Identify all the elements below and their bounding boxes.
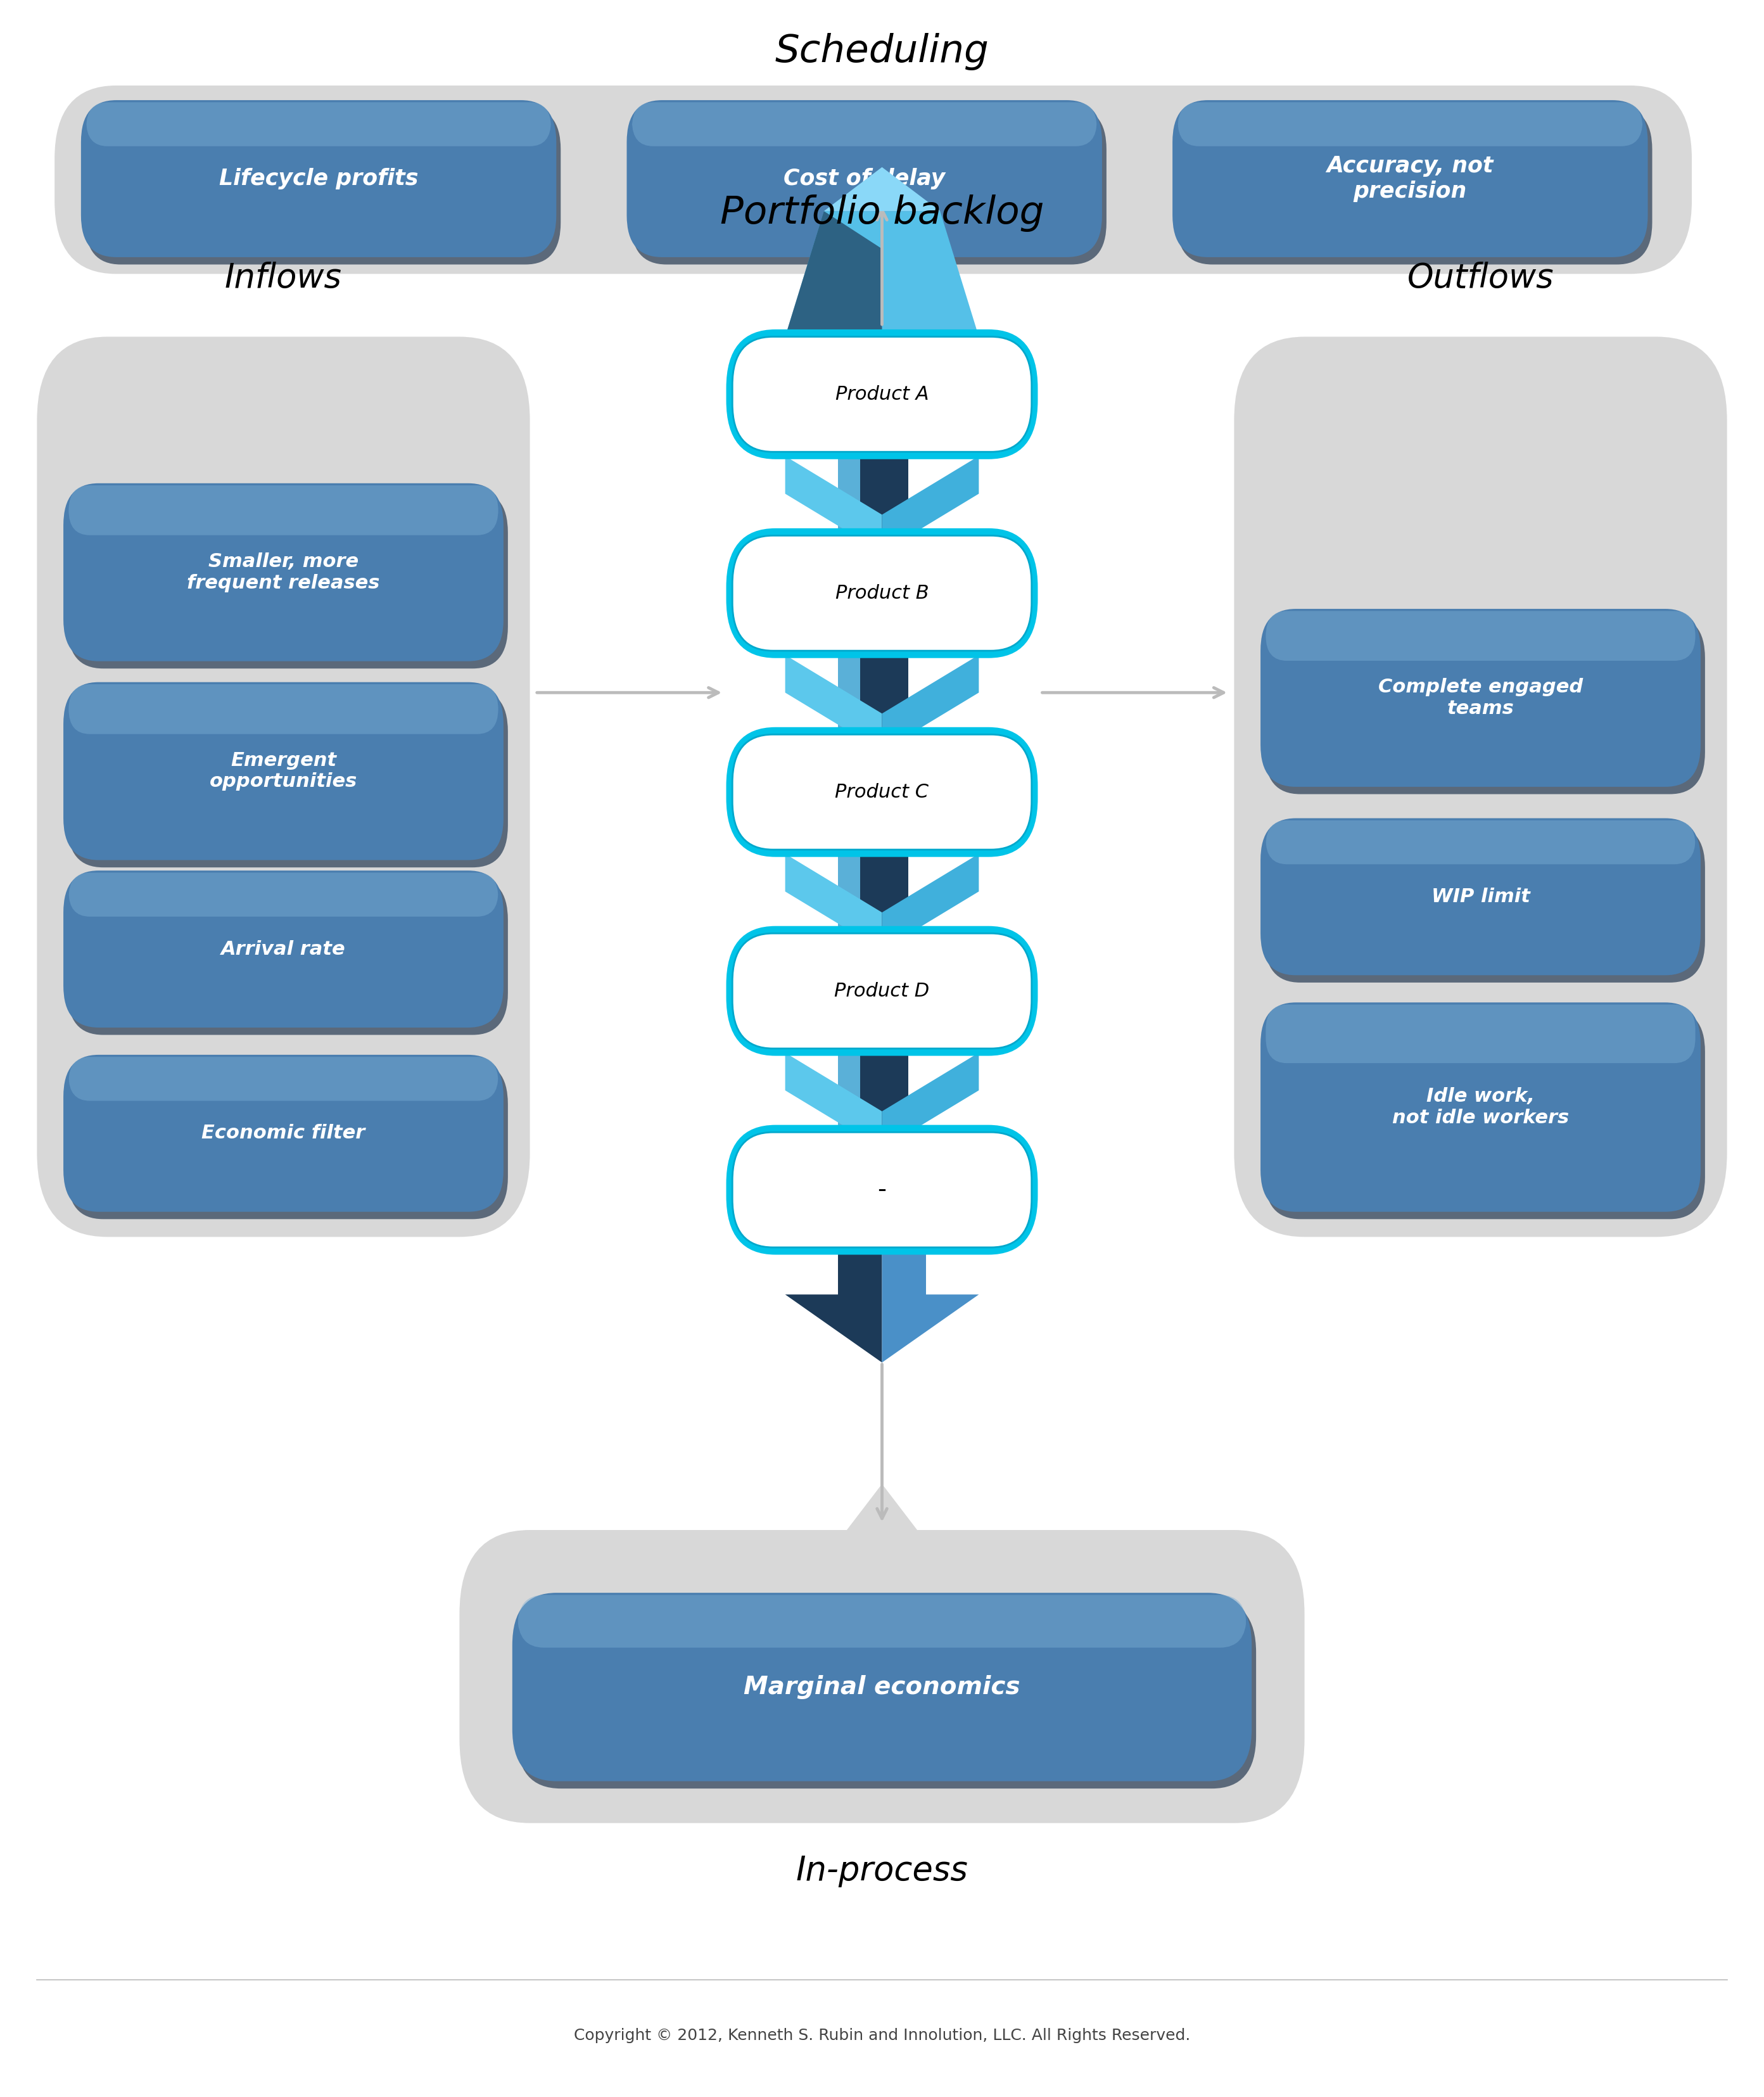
FancyBboxPatch shape — [632, 103, 1097, 147]
FancyBboxPatch shape — [81, 101, 556, 258]
FancyBboxPatch shape — [517, 1596, 1247, 1648]
Text: Product D: Product D — [834, 981, 930, 1000]
Polygon shape — [785, 212, 882, 338]
FancyBboxPatch shape — [55, 86, 1692, 275]
FancyBboxPatch shape — [64, 682, 503, 860]
Polygon shape — [882, 654, 979, 751]
Text: Idle work,
not idle workers: Idle work, not idle workers — [1392, 1086, 1568, 1126]
FancyBboxPatch shape — [727, 528, 1037, 658]
Polygon shape — [882, 455, 979, 552]
FancyBboxPatch shape — [69, 872, 497, 916]
FancyBboxPatch shape — [1261, 608, 1700, 786]
FancyBboxPatch shape — [67, 690, 508, 868]
Polygon shape — [785, 212, 979, 338]
FancyBboxPatch shape — [1267, 610, 1695, 661]
FancyBboxPatch shape — [856, 849, 908, 933]
FancyBboxPatch shape — [64, 870, 503, 1028]
Polygon shape — [785, 654, 882, 751]
Polygon shape — [785, 1053, 882, 1149]
Polygon shape — [882, 1248, 979, 1363]
FancyBboxPatch shape — [64, 482, 503, 661]
Text: Product B: Product B — [834, 583, 930, 602]
Text: Scheduling: Scheduling — [774, 34, 990, 71]
Polygon shape — [847, 1485, 917, 1531]
Polygon shape — [785, 1248, 882, 1363]
FancyBboxPatch shape — [1265, 826, 1706, 983]
FancyBboxPatch shape — [727, 728, 1037, 858]
FancyBboxPatch shape — [512, 1594, 1252, 1780]
Text: Arrival rate: Arrival rate — [220, 939, 346, 958]
Text: WIP limit: WIP limit — [1431, 887, 1529, 906]
Polygon shape — [882, 1053, 979, 1149]
Text: Cost of delay: Cost of delay — [783, 168, 946, 189]
Text: -: - — [877, 1179, 887, 1202]
FancyBboxPatch shape — [459, 1531, 1305, 1822]
FancyBboxPatch shape — [69, 1057, 497, 1101]
Text: Economic filter: Economic filter — [201, 1124, 365, 1143]
FancyBboxPatch shape — [732, 1132, 1032, 1248]
Text: Inflows: Inflows — [224, 262, 342, 296]
Text: Portfolio backlog: Portfolio backlog — [720, 195, 1044, 233]
FancyBboxPatch shape — [1267, 820, 1695, 864]
Text: Marginal economics: Marginal economics — [744, 1676, 1020, 1699]
FancyBboxPatch shape — [626, 101, 1102, 258]
FancyBboxPatch shape — [1267, 1004, 1695, 1063]
Text: Emergent
opportunities: Emergent opportunities — [210, 751, 358, 791]
FancyBboxPatch shape — [85, 107, 561, 264]
FancyBboxPatch shape — [1265, 617, 1706, 795]
Text: Product C: Product C — [834, 782, 930, 801]
FancyBboxPatch shape — [1265, 1011, 1706, 1218]
FancyBboxPatch shape — [856, 650, 908, 734]
FancyBboxPatch shape — [69, 484, 497, 535]
Polygon shape — [882, 853, 979, 950]
Text: In-process: In-process — [796, 1854, 968, 1887]
FancyBboxPatch shape — [1173, 101, 1648, 258]
Polygon shape — [785, 853, 882, 950]
FancyBboxPatch shape — [86, 103, 550, 147]
FancyBboxPatch shape — [1261, 818, 1700, 975]
FancyBboxPatch shape — [838, 451, 861, 535]
FancyBboxPatch shape — [1235, 338, 1727, 1237]
FancyBboxPatch shape — [67, 491, 508, 669]
FancyBboxPatch shape — [69, 684, 497, 734]
FancyBboxPatch shape — [856, 1048, 908, 1132]
Text: Accuracy, not
precision: Accuracy, not precision — [1327, 155, 1494, 201]
FancyBboxPatch shape — [1178, 103, 1642, 147]
FancyBboxPatch shape — [64, 1055, 503, 1212]
FancyBboxPatch shape — [67, 879, 508, 1036]
FancyBboxPatch shape — [838, 1048, 861, 1132]
FancyBboxPatch shape — [838, 650, 861, 734]
FancyBboxPatch shape — [727, 927, 1037, 1055]
Text: Product A: Product A — [834, 386, 930, 403]
Text: Lifecycle profits: Lifecycle profits — [219, 168, 418, 189]
Text: Copyright © 2012, Kenneth S. Rubin and Innolution, LLC. All Rights Reserved.: Copyright © 2012, Kenneth S. Rubin and I… — [573, 2028, 1191, 2042]
FancyBboxPatch shape — [732, 535, 1032, 650]
Text: Complete engaged
teams: Complete engaged teams — [1378, 677, 1582, 717]
Text: Smaller, more
frequent releases: Smaller, more frequent releases — [187, 552, 379, 591]
FancyBboxPatch shape — [67, 1061, 508, 1218]
FancyBboxPatch shape — [838, 849, 861, 933]
FancyBboxPatch shape — [727, 1124, 1037, 1254]
FancyBboxPatch shape — [856, 451, 908, 535]
Polygon shape — [785, 455, 882, 552]
FancyBboxPatch shape — [1261, 1002, 1700, 1212]
Polygon shape — [847, 275, 917, 327]
Polygon shape — [824, 168, 940, 212]
FancyBboxPatch shape — [732, 338, 1032, 451]
FancyBboxPatch shape — [732, 933, 1032, 1048]
FancyBboxPatch shape — [37, 338, 529, 1237]
FancyBboxPatch shape — [727, 329, 1037, 459]
FancyBboxPatch shape — [1177, 107, 1653, 264]
FancyBboxPatch shape — [732, 734, 1032, 849]
FancyBboxPatch shape — [517, 1600, 1256, 1789]
Text: Outflows: Outflows — [1408, 262, 1554, 296]
FancyBboxPatch shape — [632, 107, 1106, 264]
